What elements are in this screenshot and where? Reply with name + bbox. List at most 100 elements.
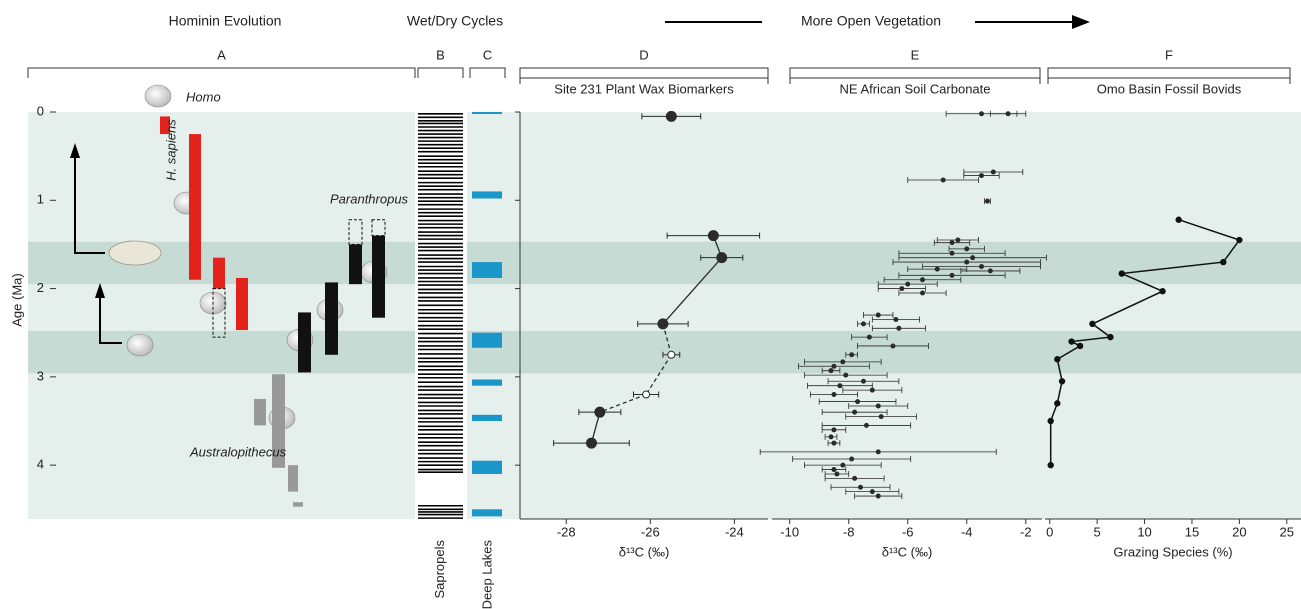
x-tick-label: 5 <box>1094 524 1101 539</box>
x-tick-label: -6 <box>902 524 914 539</box>
data-point <box>840 359 846 365</box>
data-point <box>905 281 911 287</box>
data-point <box>831 427 837 433</box>
data-point <box>1054 400 1061 407</box>
taxon-label: Homo <box>186 89 221 104</box>
x-axis-title: δ¹³C (‰) <box>619 544 670 559</box>
x-tick-label: -4 <box>961 524 973 539</box>
data-point <box>1005 111 1011 117</box>
taxon-range <box>372 235 385 318</box>
connector <box>662 257 723 325</box>
deep-lake <box>472 112 502 114</box>
data-point <box>585 437 597 449</box>
data-point <box>866 334 872 340</box>
y-tick-label: 4 <box>37 457 44 472</box>
data-point <box>919 277 925 283</box>
data-point <box>849 352 855 358</box>
y-tick-label: 2 <box>37 280 44 295</box>
taxon-label: Australopithecus <box>189 444 287 459</box>
data-point <box>919 290 925 296</box>
data-point <box>831 363 837 369</box>
data-point <box>837 383 843 389</box>
taxon-range-uncertain <box>371 219 386 237</box>
x-tick-label: -8 <box>843 524 855 539</box>
data-point <box>869 387 875 393</box>
data-point <box>1068 338 1075 345</box>
data-point <box>594 406 606 418</box>
panel-letter: A <box>217 47 226 62</box>
data-point <box>1058 378 1066 385</box>
taxon-range <box>288 465 298 492</box>
taxon-range <box>160 116 170 135</box>
data-point <box>987 268 993 274</box>
data-point <box>834 471 840 477</box>
data-point <box>852 409 858 415</box>
data-point <box>949 272 955 278</box>
taxon-range <box>236 277 248 331</box>
taxon-range-uncertain <box>212 288 226 338</box>
data-point <box>843 372 849 378</box>
data-point <box>852 475 858 481</box>
data-point <box>990 169 996 175</box>
data-point <box>875 493 881 499</box>
data-point <box>875 403 881 409</box>
arrow <box>74 152 105 254</box>
bracket <box>469 67 506 78</box>
panel-title: NE African Soil Carbonate <box>839 81 990 96</box>
x-axis-title: Grazing Species (%) <box>1113 544 1232 559</box>
arrow-head <box>1072 15 1090 29</box>
panel-letter: F <box>1165 47 1173 62</box>
data-point <box>899 286 905 292</box>
data-point <box>875 449 881 455</box>
x-tick-label: 25 <box>1280 524 1294 539</box>
data-point <box>657 318 669 330</box>
deep-lake <box>472 262 502 278</box>
connector <box>662 323 672 355</box>
y-tick-label: 1 <box>37 192 44 207</box>
data-point <box>1047 461 1054 469</box>
taxon-range <box>272 374 285 468</box>
x-axis-title: δ¹³C (‰) <box>882 544 933 559</box>
deep-lake <box>472 460 502 474</box>
data-point <box>642 390 651 399</box>
taxon-range <box>213 257 225 289</box>
data-point <box>1076 342 1084 350</box>
deep-lake <box>472 332 502 348</box>
data-point <box>831 392 837 398</box>
deep-lake <box>472 379 502 386</box>
skull-icon <box>144 84 172 108</box>
arrow-head <box>70 143 80 158</box>
arrow-head <box>95 283 105 298</box>
data-point <box>831 467 837 473</box>
bracket <box>1047 77 1291 84</box>
data-point <box>860 321 866 327</box>
data-point <box>860 378 866 384</box>
data-point <box>940 177 946 183</box>
data-point <box>855 399 861 405</box>
y-axis-title: Age (Ma) <box>9 273 24 326</box>
bracket <box>789 77 1041 84</box>
data-point <box>667 350 676 359</box>
data-point <box>955 237 961 243</box>
x-tick-label: 0 <box>1046 524 1053 539</box>
data-point <box>840 462 846 468</box>
x-tick-label: 15 <box>1185 524 1199 539</box>
taxon-range <box>298 312 311 373</box>
species-label: H. sapiens <box>163 119 178 181</box>
panel-letter: E <box>911 47 920 62</box>
wet-period <box>28 330 1301 374</box>
x-tick-label: -2 <box>1020 524 1032 539</box>
taxon-range <box>189 134 201 280</box>
x-tick-label: -26 <box>641 524 660 539</box>
bracket <box>789 67 1041 78</box>
data-point <box>949 250 955 256</box>
data-point <box>893 316 899 322</box>
series-line <box>1049 218 1241 466</box>
data-point <box>831 440 837 446</box>
header-cycles: Wet/Dry Cycles <box>407 13 503 29</box>
header-vegetation: More Open Vegetation <box>801 13 941 29</box>
skull-icon <box>108 240 162 266</box>
data-point <box>828 434 834 440</box>
taxon-range <box>254 398 266 426</box>
connector <box>599 393 647 413</box>
